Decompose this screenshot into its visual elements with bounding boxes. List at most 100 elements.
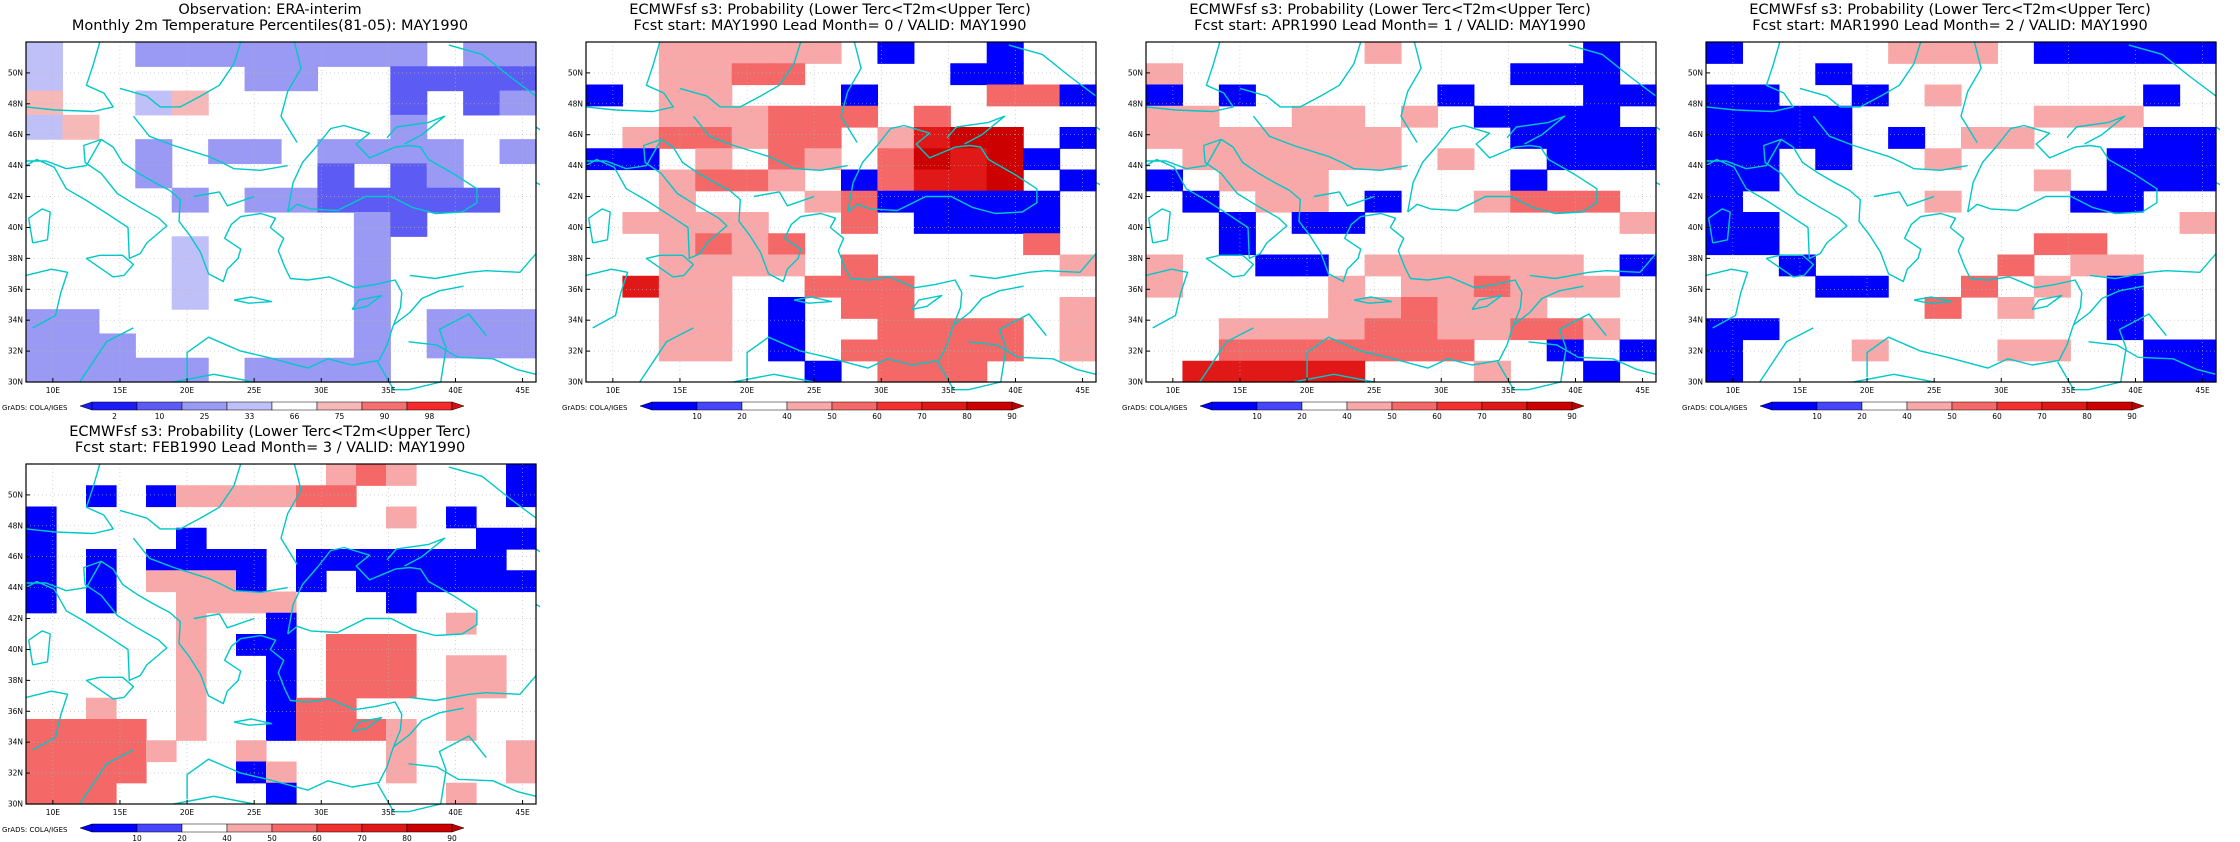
lat-tick-label: 40N (8, 223, 23, 232)
grid-cell (658, 339, 696, 362)
color-bar-label: 20 (1857, 412, 1867, 420)
grid-cell (476, 527, 507, 550)
grid-cell (2033, 233, 2071, 256)
grid-cell (1706, 360, 1744, 383)
lon-tick-label: 40E (448, 386, 463, 395)
grid-cell (2070, 42, 2108, 64)
coastline (25, 560, 168, 682)
coastline (969, 253, 1097, 280)
coastline (679, 41, 802, 108)
grid-cell (386, 506, 417, 529)
grid-cell (26, 719, 57, 741)
lat-tick-label: 48N (8, 521, 23, 530)
lon-tick-label: 45E (515, 808, 530, 817)
grid-cell (1742, 169, 1780, 192)
lat-tick-label: 30N (1688, 378, 1703, 387)
grid-cell (658, 233, 696, 256)
grid-cell (1255, 318, 1293, 341)
coastline (409, 253, 537, 280)
grid-cell (841, 84, 879, 107)
lat-tick-label: 38N (1128, 254, 1143, 263)
grid-cell (1255, 169, 1293, 192)
grid-cell (1328, 318, 1366, 341)
lat-tick-label: 50N (8, 68, 23, 77)
grid-cell (206, 485, 237, 508)
grid-cell (390, 212, 428, 237)
grid-cell (1778, 127, 1816, 149)
coastline (79, 749, 134, 805)
grid-cell (1546, 105, 1584, 128)
lon-tick-label: 45E (1075, 386, 1090, 395)
grid-cell (176, 485, 207, 508)
coastline (1353, 296, 1393, 304)
grid-cell (386, 591, 417, 614)
color-bar-segment (2086, 401, 2133, 411)
grid-cell (208, 139, 246, 165)
grid-cell (1473, 318, 1511, 341)
grid-cell (877, 148, 915, 171)
grid-cell (804, 148, 842, 171)
coastline (1765, 254, 1815, 278)
grid-cell (1291, 127, 1329, 149)
grid-cell (1437, 297, 1475, 319)
color-bar-arrow-right (2131, 401, 2145, 411)
grid-cell (296, 485, 327, 508)
grid-cell (1291, 318, 1329, 341)
grid-cell (695, 148, 733, 171)
grid-cell (1583, 84, 1621, 107)
color-bar: 10 20 40 50 60 70 80 90 (1759, 401, 2145, 420)
coastline (1199, 327, 1254, 383)
grid-cell (386, 740, 417, 763)
grid-cell (1146, 254, 1184, 277)
color-bar-segment (1256, 401, 1303, 411)
coastline (2066, 115, 2126, 145)
grid-cell (506, 527, 537, 550)
grid-cell (804, 190, 842, 213)
coastline (1708, 208, 1731, 244)
grid-cell (2143, 84, 2181, 107)
color-bar-label: 50 (267, 834, 277, 842)
grid-cell (1182, 105, 1220, 128)
color-bar-label: 98 (425, 412, 435, 420)
coastline (25, 138, 168, 260)
lon-tick-label: 35E (1501, 386, 1516, 395)
grid-cell (986, 190, 1024, 213)
color-bar-label: 80 (962, 412, 972, 420)
coastline (1913, 296, 1953, 304)
grid-cell (326, 655, 357, 678)
grid-cell (236, 549, 267, 571)
grid-cell (26, 357, 64, 383)
lon-tick-label: 45E (515, 386, 530, 395)
grid-cell (1583, 190, 1621, 213)
grid-cell (26, 114, 64, 140)
grid-cell (506, 570, 537, 593)
grid-cell (499, 66, 537, 92)
grid-cell (877, 297, 915, 319)
grid-cell (26, 66, 64, 92)
panel-title-line1: Observation: ERA-interim (178, 2, 362, 18)
grid-cell (1706, 84, 1744, 107)
grid-cell (768, 169, 806, 192)
grid-cell (296, 697, 327, 720)
grid-cell (1401, 339, 1439, 362)
grid-cell (1583, 148, 1621, 171)
grid-cell (463, 90, 501, 116)
grid-cell (1742, 233, 1780, 256)
grid-cell (356, 634, 387, 656)
grid-cell (244, 42, 282, 67)
grid-cell (1023, 212, 1061, 234)
panel-forecast-lead3: ECMWFsf s3: Probability (Lower Terc<T2m<… (0, 422, 540, 842)
lon-tick-label: 40E (448, 808, 463, 817)
grid-cell (356, 549, 387, 571)
coastline (233, 718, 273, 726)
grid-cell (1291, 169, 1329, 192)
coastline (448, 466, 537, 519)
color-bar-segment (226, 823, 273, 833)
grid-cell (1328, 297, 1366, 319)
grid-cell (1546, 63, 1584, 86)
color-bar-label: 33 (245, 412, 255, 420)
color-bar-segment (136, 823, 183, 833)
grid-cell (2143, 169, 2181, 192)
grid-cell (317, 163, 355, 189)
grid-cell (26, 42, 64, 67)
